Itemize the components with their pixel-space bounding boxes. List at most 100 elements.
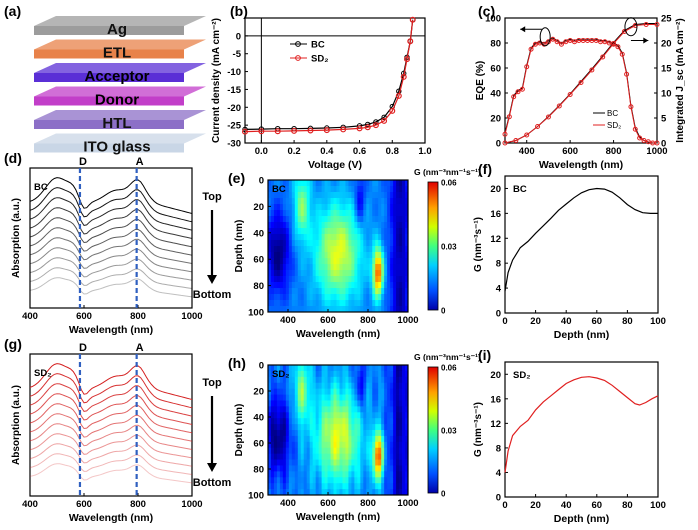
heat-cell (360, 453, 364, 460)
heat-cell (351, 441, 355, 449)
heat-cell (372, 240, 376, 247)
heat-cell (282, 192, 287, 199)
heat-cell (309, 388, 314, 395)
heat-cell (354, 276, 358, 283)
heat-cell (321, 180, 325, 187)
heat-cell (393, 424, 397, 431)
heat-cell (297, 300, 302, 307)
heat-cell (294, 240, 299, 247)
heat-cell (306, 483, 311, 490)
heat-cell (363, 288, 367, 295)
heat-cell (375, 222, 379, 229)
heat-cell (273, 483, 278, 490)
heat-cell (282, 282, 287, 289)
heat-e-frame (267, 179, 409, 313)
legend-marker (295, 41, 301, 47)
heat-cell (342, 453, 346, 460)
heat-cell (315, 210, 320, 217)
x-tick-label: 80 (622, 500, 633, 511)
heat-cell (381, 264, 385, 271)
heat-cell (354, 222, 358, 229)
heat-cell (268, 180, 272, 187)
heat-cell (276, 471, 281, 478)
y-axis-label: Depth (nm) (234, 404, 245, 457)
heat-cell (348, 240, 352, 247)
heat-cell (384, 370, 388, 378)
heat-cell (315, 406, 320, 413)
heat-cell (333, 471, 337, 478)
heat-cell (327, 288, 331, 295)
heat-cell (366, 365, 370, 372)
heat-cell (282, 370, 287, 378)
annot-oval-left (539, 27, 551, 47)
x-tick-label: 100 (650, 316, 666, 327)
heat-cell (354, 453, 358, 460)
x-tick-label: 600 (76, 499, 92, 510)
heat-cell (351, 489, 355, 496)
heat-cell (288, 228, 293, 235)
heat-cell (393, 365, 397, 372)
x-tick-label: 600 (76, 311, 92, 322)
heat-cell (291, 192, 296, 199)
heat-cell (327, 294, 331, 301)
heat-cell (300, 180, 305, 187)
heat-cell (345, 400, 349, 407)
heat-cell (348, 459, 352, 466)
bottom-label: Bottom (193, 477, 232, 489)
heat-cell (357, 406, 361, 413)
heat-cell (321, 264, 325, 271)
heat-cell (393, 264, 397, 271)
heat-cell (393, 477, 397, 484)
heat-cell (405, 370, 409, 378)
heat-cell (390, 382, 394, 390)
heat-cell (384, 447, 388, 455)
heat-cell (327, 282, 331, 289)
heat-cell (387, 382, 391, 390)
heat-cell (315, 258, 320, 265)
heat-cell (309, 365, 314, 372)
heat-cell (333, 216, 337, 223)
heat-cell (324, 294, 328, 301)
heat-cell (318, 430, 323, 437)
heat-cell (366, 210, 370, 217)
heat-cell (393, 430, 397, 437)
heat-cell (405, 294, 409, 301)
heat-cell (357, 180, 361, 187)
heat-cell (279, 228, 284, 235)
heat-cell (384, 471, 388, 478)
heat-cell (396, 222, 400, 229)
heat-cell (300, 376, 305, 384)
heat-cell (384, 424, 388, 431)
heat-cell (345, 186, 349, 193)
heat-cell (369, 370, 373, 378)
heat-cell (378, 459, 382, 466)
heat-cell (333, 365, 337, 372)
heat-cell (270, 210, 275, 217)
heat-cell (387, 258, 391, 265)
heat-cell (363, 282, 367, 289)
heat-cell (354, 210, 358, 217)
heat-cell (294, 453, 299, 460)
heat-cell (384, 388, 388, 395)
legend-text: SD₂ (311, 54, 328, 65)
heat-cell (381, 288, 385, 295)
heat-cell (348, 447, 352, 455)
heat-cell (393, 282, 397, 289)
heat-cell (405, 282, 409, 289)
heat-cell (300, 394, 305, 401)
heat-cell (294, 234, 299, 241)
heat-cell (279, 459, 284, 466)
heat-cell (321, 394, 325, 401)
heat-cell (366, 300, 370, 307)
heat-cell (390, 376, 394, 384)
x-tick-label: 400 (280, 498, 296, 509)
heat-cell (384, 288, 388, 295)
heat-cell (327, 477, 331, 484)
y-tick-label: -5 (233, 49, 242, 60)
heat-cell (279, 376, 284, 384)
heat-cell (396, 365, 400, 372)
heat-cell (405, 192, 409, 199)
heat-cell (306, 441, 311, 449)
legend-text: BC (311, 40, 325, 51)
x-tick-label: 1000 (397, 315, 418, 326)
